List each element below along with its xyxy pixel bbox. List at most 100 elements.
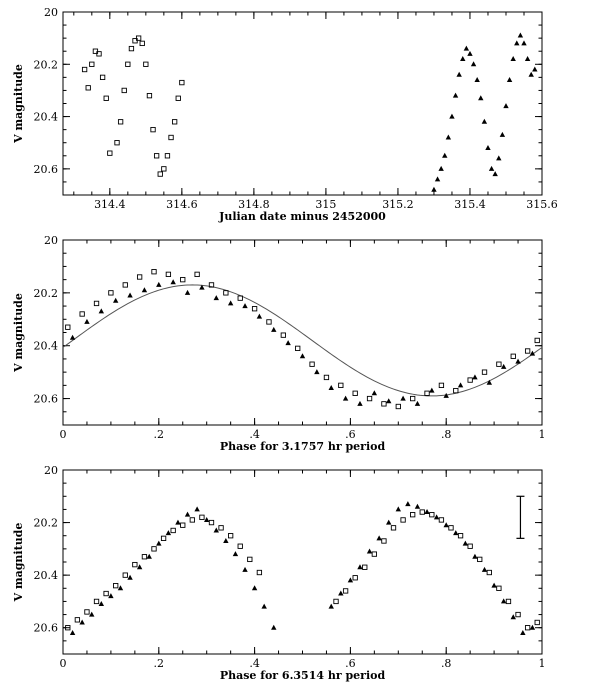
data-point-square xyxy=(323,374,330,381)
y-tick-label: 20.2 xyxy=(34,517,59,530)
sinusoid-fit-curve xyxy=(62,284,543,397)
data-point-square xyxy=(237,295,243,301)
x-tick-label: .8 xyxy=(441,428,452,441)
data-point-triangle xyxy=(204,516,210,522)
data-point-square xyxy=(96,51,102,57)
data-point-square xyxy=(524,625,531,631)
data-point-square xyxy=(505,598,512,605)
data-point-triangle xyxy=(213,295,219,301)
data-point-triangle xyxy=(510,56,516,62)
data-point-square xyxy=(114,140,120,146)
data-point-square xyxy=(79,311,85,317)
data-point-triangle xyxy=(443,522,449,528)
data-point-triangle xyxy=(146,553,152,559)
x-tick-label: 315.4 xyxy=(454,198,486,211)
x-tick-label: 1 xyxy=(539,428,546,441)
data-point-triangle xyxy=(271,624,277,630)
data-point-triangle xyxy=(328,385,334,390)
data-point-triangle xyxy=(184,511,191,517)
data-point-triangle xyxy=(486,379,493,385)
data-point-square xyxy=(65,324,71,330)
y-tick-label: 20.6 xyxy=(34,163,59,176)
data-point-triangle xyxy=(478,95,484,101)
data-point-square xyxy=(333,598,339,605)
data-point-square xyxy=(534,619,540,626)
data-point-square xyxy=(390,525,397,531)
data-point-triangle xyxy=(232,551,239,557)
data-point-square xyxy=(218,525,224,531)
data-point-triangle xyxy=(414,503,421,509)
data-point-triangle xyxy=(414,400,421,406)
data-point-triangle xyxy=(405,501,411,507)
data-point-square xyxy=(132,561,138,568)
data-point-square xyxy=(496,361,502,367)
data-point-triangle xyxy=(199,284,205,290)
data-point-triangle xyxy=(136,564,143,570)
data-point-triangle xyxy=(69,629,76,635)
data-point-square xyxy=(180,522,186,528)
data-point-square xyxy=(151,269,157,275)
data-point-triangle xyxy=(500,598,507,604)
data-point-square xyxy=(146,93,153,99)
x-tick-label: 315.6 xyxy=(526,198,558,211)
data-point-triangle xyxy=(89,611,95,617)
x-tick-label: .2 xyxy=(154,657,165,670)
data-point-square xyxy=(410,512,416,518)
data-point-triangle xyxy=(376,535,382,541)
data-point-triangle xyxy=(462,540,469,546)
data-point-square xyxy=(227,533,234,539)
data-point-triangle xyxy=(467,50,473,56)
x-tick-label: 314.6 xyxy=(166,198,198,211)
data-point-triangle xyxy=(117,585,124,591)
data-point-triangle xyxy=(456,71,462,77)
data-point-square xyxy=(467,377,473,383)
data-point-triangle xyxy=(510,614,516,620)
data-point-triangle xyxy=(170,279,176,285)
data-point-square xyxy=(338,382,344,389)
data-point-triangle xyxy=(474,76,480,82)
data-point-square xyxy=(180,276,186,283)
y-tick-label: 20 xyxy=(44,464,58,477)
data-point-square xyxy=(237,543,243,549)
data-point-triangle xyxy=(500,363,507,369)
data-point-square xyxy=(165,271,172,278)
data-point-square xyxy=(371,551,377,557)
data-point-triangle xyxy=(242,566,248,572)
data-point-triangle xyxy=(424,509,430,515)
data-point-square xyxy=(208,282,215,288)
panel-julian-date: 314.4 314.6 314.8 315 315.2 315.4 315.6 20 20.2 2… xyxy=(12,6,558,223)
data-point-triangle xyxy=(433,514,440,520)
y-tick-label: 20.6 xyxy=(34,622,59,635)
data-point-triangle xyxy=(503,103,509,109)
data-point-square xyxy=(150,126,156,133)
data-point-square xyxy=(103,590,109,597)
data-point-triangle xyxy=(453,530,459,536)
data-point-square xyxy=(400,517,406,523)
data-point-square xyxy=(352,575,358,581)
data-point-triangle xyxy=(127,574,133,580)
data-point-triangle xyxy=(517,32,524,38)
data-point-square xyxy=(453,387,459,394)
data-point-square xyxy=(352,390,358,396)
data-point-square xyxy=(81,66,88,73)
data-point-triangle xyxy=(470,61,477,67)
x-tick-label: 0 xyxy=(60,657,67,670)
x-tick-label: 314.8 xyxy=(238,198,270,211)
panel-phase-6-3514: 0 .2 .4 .6 .8 1 20 20.2 20.4 20.6 Phase for 6.3514… xyxy=(12,464,546,682)
y-axis-title: V magnitude xyxy=(12,64,25,144)
data-point-square xyxy=(467,543,473,549)
data-point-triangle xyxy=(395,506,401,512)
data-point-square xyxy=(141,554,148,560)
x-tick-label: .2 xyxy=(154,428,165,441)
data-point-square xyxy=(410,395,416,402)
data-point-triangle xyxy=(314,369,320,375)
data-point-triangle xyxy=(496,155,502,161)
data-point-triangle xyxy=(299,353,306,359)
data-point-triangle xyxy=(371,390,378,396)
x-tick-label: .4 xyxy=(249,657,260,670)
data-point-triangle xyxy=(485,144,491,150)
data-point-triangle xyxy=(213,527,219,533)
data-point-triangle xyxy=(431,186,437,192)
data-point-triangle xyxy=(227,300,234,306)
